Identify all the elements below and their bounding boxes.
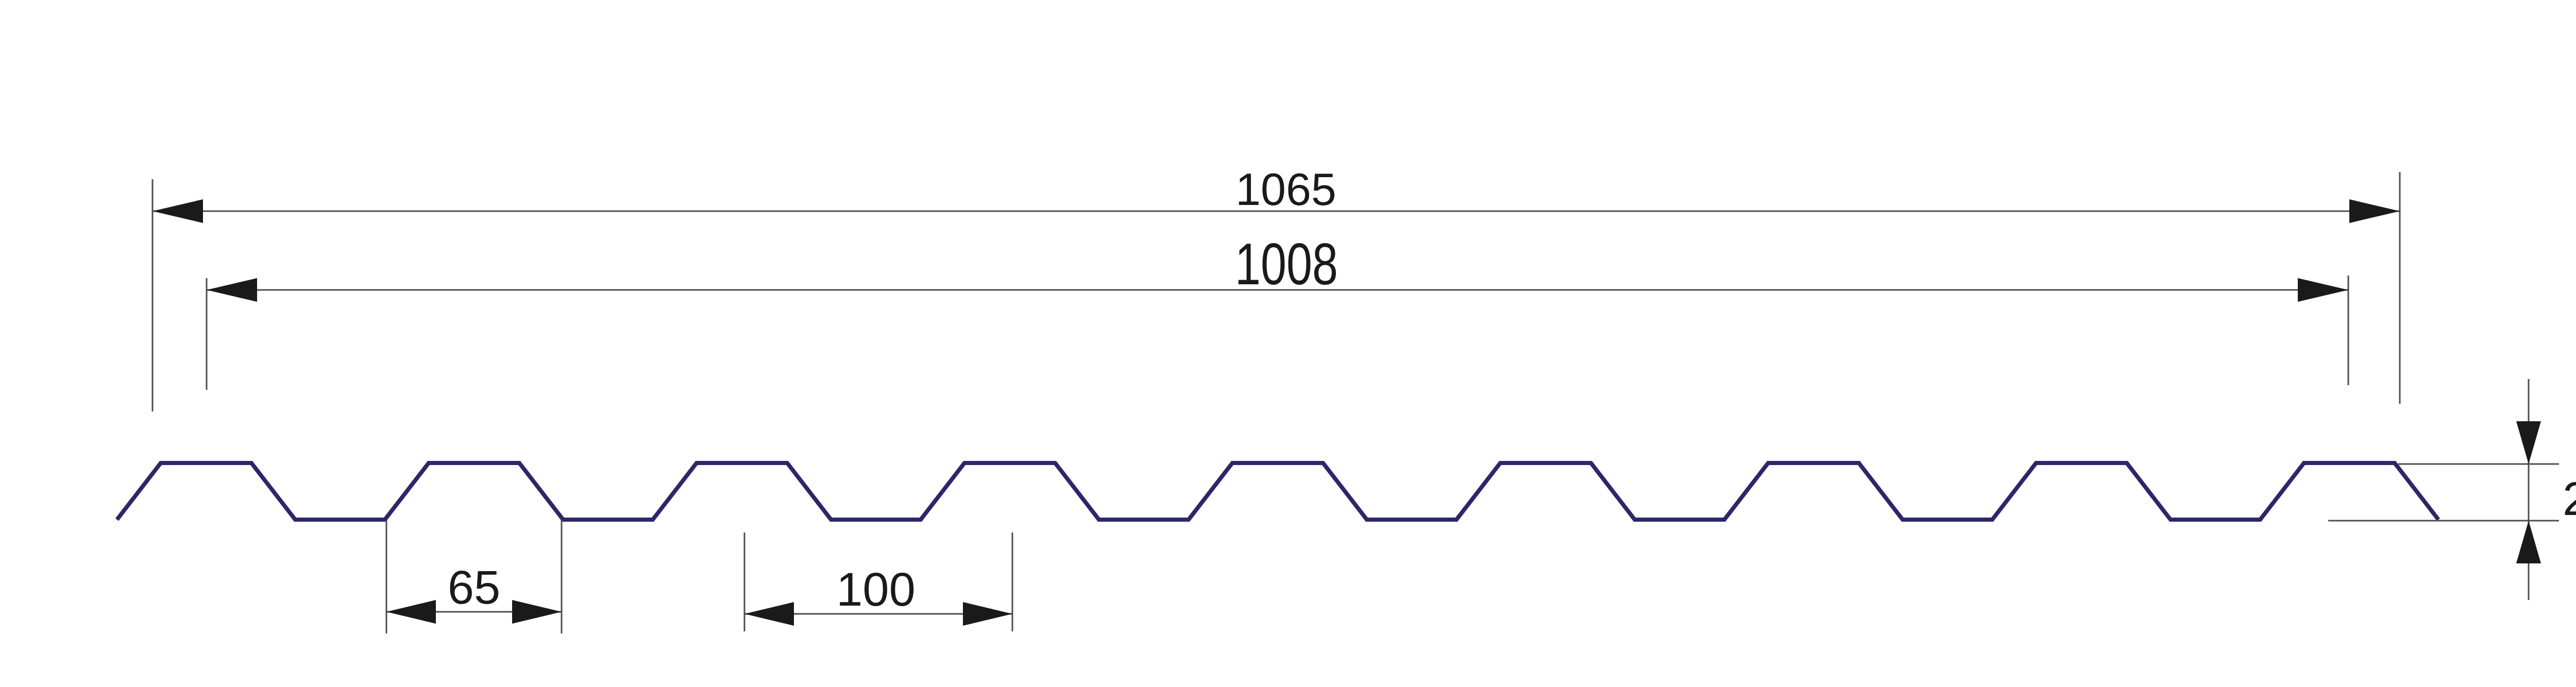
- dim-label-rib-base: 65: [448, 561, 500, 614]
- arrow-left-icon: [152, 199, 203, 223]
- dim-overall-width: 1065: [151, 164, 2401, 411]
- dim-label-overall-width: 1065: [1235, 164, 1336, 215]
- arrow-right-icon: [2349, 199, 2400, 223]
- arrow-up-icon: [2516, 521, 2541, 563]
- dim-rib-pitch: 100: [743, 533, 1013, 631]
- sheet-profile-outline: [115, 461, 2441, 522]
- dim-label-working-width: 1008: [1235, 232, 1338, 297]
- arrow-left-icon: [744, 602, 794, 626]
- arrow-right-icon: [2298, 278, 2348, 302]
- arrow-down-icon: [2516, 421, 2541, 464]
- arrow-right-icon: [512, 600, 562, 624]
- arrow-left-icon: [207, 278, 257, 302]
- dim-working-width: 1008: [206, 232, 2349, 390]
- dim-rib-base: 65: [385, 520, 563, 633]
- dim-label-profile-height: 21 мм: [2563, 473, 2576, 525]
- dim-label-rib-pitch: 100: [836, 563, 916, 616]
- dim-profile-height: 21 мм: [2328, 379, 2576, 600]
- arrow-right-icon: [963, 602, 1012, 626]
- arrow-left-icon: [386, 600, 436, 624]
